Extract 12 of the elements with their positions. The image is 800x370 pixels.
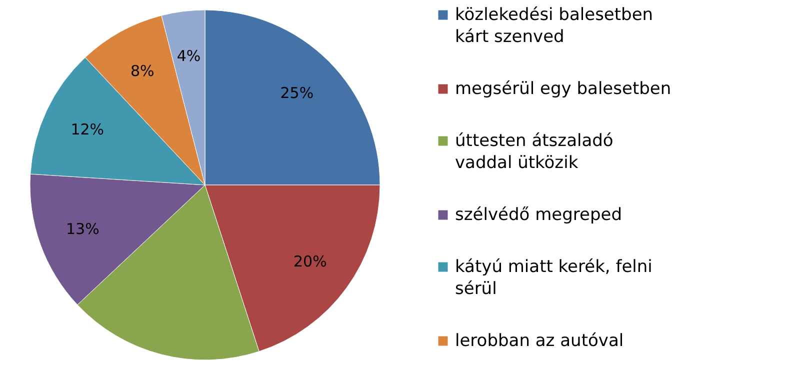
data-label: 12%	[70, 120, 104, 139]
legend-label: kátyú miatt kerék, felni sérül	[455, 257, 652, 299]
data-label: 4%	[176, 47, 201, 66]
legend-label: megsérül egy balesetben	[455, 79, 672, 99]
data-label: 20%	[294, 252, 327, 270]
data-label: 13%	[66, 220, 100, 238]
data-label: 8%	[130, 62, 154, 80]
data-label: 25%	[280, 84, 314, 102]
legend-label: szélvédő megreped	[455, 205, 622, 225]
legend-label: közlekedési balesetben kárt szenved	[455, 5, 654, 47]
legend-label: lerobban az autóval	[455, 331, 624, 351]
legend-label: úttesten átszaladó vaddal ütközik	[455, 131, 614, 173]
